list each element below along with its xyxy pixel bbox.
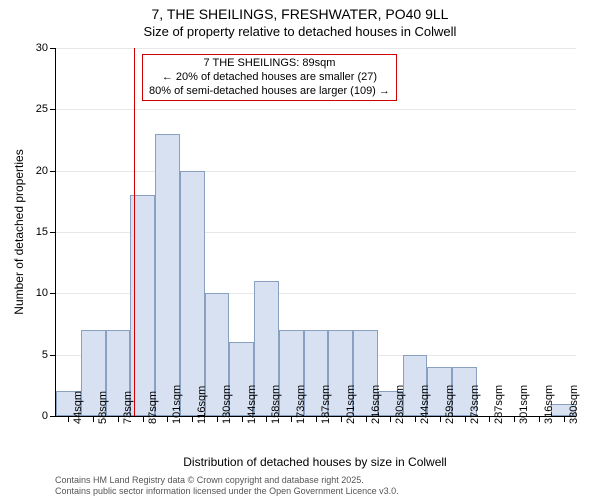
y-tick — [50, 48, 56, 49]
x-tick-label: 287sqm — [493, 385, 505, 424]
x-tick — [415, 416, 416, 422]
plot-area: 05101520253044sqm58sqm73sqm87sqm101sqm11… — [55, 48, 576, 417]
x-tick-label: 158sqm — [270, 385, 282, 424]
y-tick-label: 25 — [36, 103, 48, 115]
y-tick-label: 5 — [42, 349, 48, 361]
histogram-bar — [155, 134, 180, 416]
x-tick — [440, 416, 441, 422]
x-tick-label: 116sqm — [196, 386, 208, 424]
x-tick-label: 187sqm — [320, 385, 332, 424]
y-tick — [50, 171, 56, 172]
annotation-line: 80% of semi-detached houses are larger (… — [149, 85, 390, 99]
x-tick — [390, 416, 391, 422]
x-tick — [291, 416, 292, 422]
x-tick-label: 144sqm — [246, 385, 258, 424]
x-tick-label: 330sqm — [568, 385, 580, 424]
x-tick — [167, 416, 168, 422]
x-tick — [68, 416, 69, 422]
x-tick — [118, 416, 119, 422]
footer-line: Contains HM Land Registry data © Crown c… — [55, 475, 399, 486]
y-tick — [50, 109, 56, 110]
x-tick — [366, 416, 367, 422]
x-tick-label: 201sqm — [345, 385, 357, 424]
x-tick-label: 273sqm — [469, 385, 481, 424]
x-tick — [539, 416, 540, 422]
annotation-box: 7 THE SHEILINGS: 89sqm← 20% of detached … — [142, 54, 397, 101]
x-tick-label: 259sqm — [444, 385, 456, 424]
x-tick — [465, 416, 466, 422]
x-tick — [192, 416, 193, 422]
footer-line: Contains public sector information licen… — [55, 486, 399, 497]
chart-footer: Contains HM Land Registry data © Crown c… — [55, 475, 399, 497]
chart-container: 7, THE SHEILINGS, FRESHWATER, PO40 9LL S… — [0, 0, 600, 500]
x-tick — [564, 416, 565, 422]
x-tick — [316, 416, 317, 422]
x-tick-label: 173sqm — [295, 385, 307, 424]
y-tick-label: 15 — [36, 226, 48, 238]
x-tick-label: 44sqm — [72, 391, 84, 424]
x-tick-label: 301sqm — [518, 385, 530, 424]
x-tick-label: 216sqm — [370, 385, 382, 424]
x-tick — [242, 416, 243, 422]
x-tick — [217, 416, 218, 422]
x-tick-label: 244sqm — [419, 385, 431, 424]
x-tick — [341, 416, 342, 422]
chart-title: 7, THE SHEILINGS, FRESHWATER, PO40 9LL — [0, 6, 600, 22]
x-tick — [489, 416, 490, 422]
x-tick-label: 316sqm — [543, 385, 555, 424]
y-tick-label: 30 — [36, 42, 48, 54]
x-tick — [266, 416, 267, 422]
x-tick-label: 101sqm — [171, 385, 183, 424]
y-axis-label: Number of detached properties — [12, 149, 26, 314]
x-tick-label: 58sqm — [97, 391, 109, 424]
x-tick-label: 73sqm — [122, 391, 134, 424]
x-tick — [143, 416, 144, 422]
annotation-line: ← 20% of detached houses are smaller (27… — [149, 71, 390, 85]
x-tick-label: 87sqm — [147, 391, 159, 424]
y-tick — [50, 355, 56, 356]
y-tick — [50, 232, 56, 233]
annotation-line: 7 THE SHEILINGS: 89sqm — [149, 57, 390, 71]
y-tick — [50, 293, 56, 294]
chart-subtitle: Size of property relative to detached ho… — [0, 24, 600, 39]
x-axis-label: Distribution of detached houses by size … — [55, 455, 575, 469]
y-tick-label: 10 — [36, 287, 48, 299]
y-tick-label: 20 — [36, 165, 48, 177]
y-tick — [50, 416, 56, 417]
x-tick-label: 230sqm — [394, 385, 406, 424]
histogram-bar — [180, 171, 205, 416]
x-tick-label: 130sqm — [221, 385, 233, 424]
reference-line — [134, 48, 135, 416]
y-tick-label: 0 — [42, 410, 48, 422]
x-tick — [514, 416, 515, 422]
x-tick — [93, 416, 94, 422]
